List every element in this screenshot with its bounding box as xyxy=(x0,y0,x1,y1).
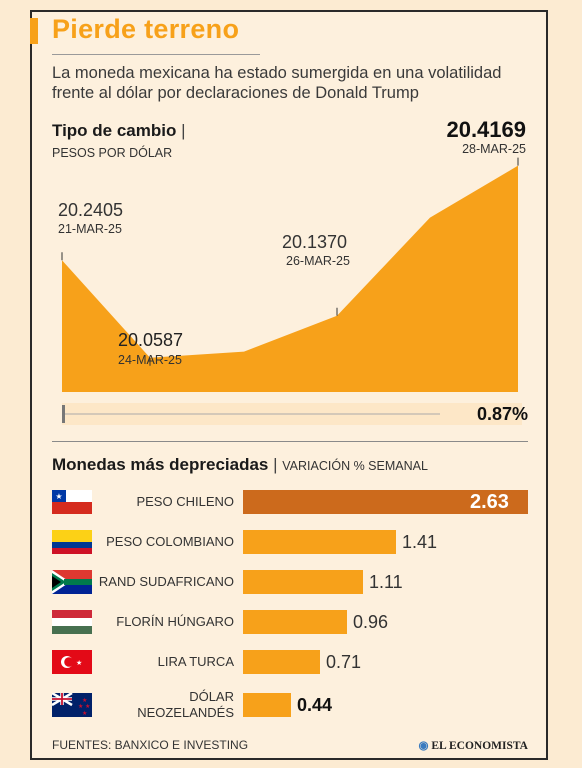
exchange-rate-area-chart: 20.2405 21-MAR-25 20.0587 24-MAR-25 20.1370 2… xyxy=(58,157,522,425)
bar-value-label: 0.44 xyxy=(297,695,333,715)
chile-flag-icon: ★ xyxy=(52,490,92,514)
bar-category-label: LIRA TURCA xyxy=(157,654,234,669)
page-title: Pierde terreno xyxy=(52,14,240,44)
exchange-rate-title: Tipo de cambio | xyxy=(52,121,186,140)
currency-bar xyxy=(243,490,528,514)
bar-category-label: PESO COLOMBIANO xyxy=(106,534,234,549)
bar-category-label: RAND SUDAFRICANO xyxy=(98,574,234,589)
title-underline xyxy=(52,54,260,55)
svg-text:★: ★ xyxy=(76,659,82,667)
bar-category-label: PESO CHILENO xyxy=(136,494,234,509)
svg-text:★: ★ xyxy=(82,710,87,717)
bar-value-label: 1.11 xyxy=(369,572,403,592)
last-value-label: 20.4169 xyxy=(446,117,526,142)
bar-category-label: DÓLAR NEOZELANDÉS xyxy=(137,689,234,720)
weekly-change-percent: 0.87% xyxy=(476,404,528,424)
bar-value-label: 1.41 xyxy=(402,532,438,552)
depreciated-currencies-title: Monedas más depreciadas | VARIACIÓN % SE… xyxy=(52,455,428,474)
new-zealand-flag-icon: ★ ★ ★ ★ xyxy=(52,693,92,717)
annotation-date: 26-MAR-25 xyxy=(286,254,350,268)
title-accent-bar xyxy=(30,18,38,44)
hungary-flag-icon xyxy=(52,610,92,634)
svg-text:★: ★ xyxy=(82,697,87,704)
bar-value-label: 0.96 xyxy=(353,612,389,632)
currency-bar xyxy=(243,610,347,634)
bar-value-label: 0.71 xyxy=(326,652,362,672)
currency-bar xyxy=(243,570,363,594)
south-africa-flag-icon xyxy=(52,570,92,594)
section-divider xyxy=(52,441,528,442)
currency-bar xyxy=(243,650,320,674)
bar-category-label: FLORÍN HÚNGARO xyxy=(116,614,234,629)
annotation-value: 20.0587 xyxy=(118,330,183,350)
svg-text:★: ★ xyxy=(78,703,83,710)
exchange-rate-area xyxy=(62,165,518,392)
annotation-date: 24-MAR-25 xyxy=(118,353,182,367)
annotation-value: 20.2405 xyxy=(58,200,123,220)
colombia-flag-icon xyxy=(52,530,92,554)
page-subtitle: La moneda mexicana ha estado sumergida e… xyxy=(52,64,502,102)
bar-value-label: 2.63 xyxy=(470,491,509,513)
currency-bar xyxy=(243,693,291,717)
svg-text:★: ★ xyxy=(85,703,90,710)
currency-bar xyxy=(243,530,396,554)
annotation-value: 20.1370 xyxy=(282,232,347,252)
exchange-rate-unit: PESOS POR DÓLAR xyxy=(52,146,173,160)
last-date-label: 28-MAR-25 xyxy=(462,142,526,156)
turkey-flag-icon: ★ xyxy=(52,650,92,674)
brand-logo: ◉ EL ECONOMISTA xyxy=(418,740,528,752)
annotation-date: 21-MAR-25 xyxy=(58,222,122,236)
source-footer: FUENTES: BANXICO E INVESTING xyxy=(52,738,249,752)
range-slider-handle[interactable] xyxy=(62,405,65,423)
svg-text:★: ★ xyxy=(55,492,62,501)
